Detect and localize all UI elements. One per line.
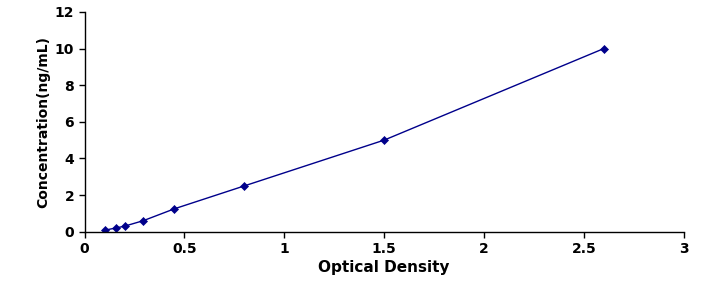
Y-axis label: Concentration(ng/mL): Concentration(ng/mL)	[37, 36, 51, 208]
X-axis label: Optical Density: Optical Density	[319, 260, 450, 275]
